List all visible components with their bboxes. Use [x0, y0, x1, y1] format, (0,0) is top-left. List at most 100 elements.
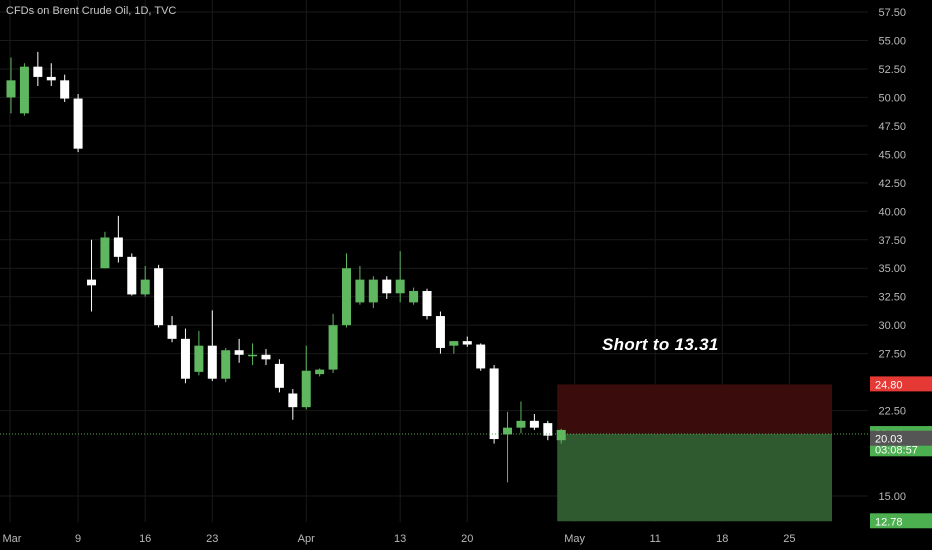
profit-target-zone[interactable]	[557, 434, 832, 522]
candle[interactable]	[207, 310, 217, 381]
time-axis[interactable]: Mar 9 16 23 Apr 13 20 May 11 18 25	[3, 533, 796, 545]
candle[interactable]	[462, 336, 472, 347]
candle[interactable]	[449, 341, 459, 354]
candle[interactable]	[543, 420, 553, 441]
x-tick-label: 25	[783, 533, 795, 545]
candle-body	[315, 369, 325, 375]
price-badge-text: 12.78	[875, 516, 903, 528]
candle[interactable]	[529, 414, 539, 430]
candle[interactable]	[127, 253, 137, 296]
candle[interactable]	[33, 51, 43, 87]
candle[interactable]	[435, 311, 445, 354]
stop-loss-zone[interactable]	[557, 384, 832, 435]
candle-body	[449, 341, 459, 346]
candle-body	[516, 420, 526, 428]
candle[interactable]	[355, 265, 365, 305]
candle[interactable]	[342, 253, 351, 328]
candle-body	[409, 291, 419, 303]
candle[interactable]	[503, 411, 513, 483]
y-tick-label: 32.50	[878, 292, 906, 304]
candle[interactable]	[180, 328, 190, 384]
candle[interactable]	[46, 63, 56, 87]
candle[interactable]	[288, 388, 298, 420]
x-tick-label: 18	[716, 533, 728, 545]
position-zones[interactable]	[557, 384, 832, 522]
chart-title: CFDs on Brent Crude Oil, 1D, TVC	[6, 5, 177, 17]
candle[interactable]	[516, 401, 526, 434]
price-badge-text: 24.80	[875, 379, 903, 391]
price-axis[interactable]: 57.50 55.00 52.50 50.00 47.50 45.00 42.50 40.00…	[878, 7, 906, 503]
x-tick-label: Apr	[298, 533, 315, 545]
candle[interactable]	[489, 365, 499, 444]
candle[interactable]	[556, 428, 566, 444]
x-tick-label: 11	[649, 533, 660, 545]
price-badge: 24.80	[870, 376, 932, 392]
y-tick-label: 30.00	[878, 320, 906, 332]
candle[interactable]	[395, 251, 405, 303]
candle[interactable]	[60, 74, 70, 102]
candle[interactable]	[19, 63, 29, 116]
x-tick-label: May	[564, 533, 585, 545]
candle-body	[6, 80, 16, 98]
y-tick-label: 47.50	[878, 121, 906, 133]
candle-body	[127, 256, 137, 295]
y-tick-label: 37.50	[878, 235, 906, 247]
x-tick-label: 9	[75, 533, 81, 545]
candle[interactable]	[221, 347, 231, 383]
y-tick-label: 22.50	[878, 406, 906, 418]
candle-body	[435, 316, 445, 348]
candle-body	[274, 363, 284, 388]
candle-body	[167, 325, 177, 339]
candle[interactable]	[422, 288, 432, 320]
candle-body	[503, 427, 513, 435]
candle[interactable]	[154, 264, 164, 328]
candle-body	[462, 341, 472, 345]
candle[interactable]	[476, 343, 486, 371]
candle-body	[207, 345, 217, 379]
candle[interactable]	[315, 368, 325, 377]
candle[interactable]	[6, 57, 16, 114]
candle[interactable]	[100, 231, 110, 269]
candle[interactable]	[409, 287, 419, 305]
candle[interactable]	[167, 316, 177, 343]
candle[interactable]	[87, 239, 97, 312]
candle[interactable]	[194, 330, 204, 376]
y-tick-label: 40.00	[878, 206, 906, 218]
candle-body	[113, 237, 123, 257]
candle-body	[395, 279, 405, 294]
candle[interactable]	[274, 359, 284, 393]
candle-body	[382, 279, 392, 294]
candle[interactable]	[328, 313, 338, 374]
candle-body	[422, 291, 432, 317]
x-tick-label: Mar	[3, 533, 22, 545]
price-badge-text: 03:08:57	[875, 444, 918, 456]
candle[interactable]	[234, 338, 244, 363]
candle-body	[476, 344, 486, 369]
candle[interactable]	[261, 349, 271, 366]
x-tick-label: 23	[206, 533, 218, 545]
candle[interactable]	[301, 345, 311, 410]
candle[interactable]	[368, 276, 378, 309]
candle[interactable]	[248, 343, 258, 366]
y-tick-label: 45.00	[878, 149, 906, 161]
price-badge-bg	[870, 430, 932, 446]
candle-body	[194, 345, 204, 372]
candle-body	[234, 350, 244, 355]
candle[interactable]	[382, 276, 392, 299]
y-tick-label: 55.00	[878, 35, 906, 47]
candle-body	[248, 354, 258, 357]
y-tick-label: 52.50	[878, 64, 906, 76]
candles[interactable]	[6, 51, 566, 483]
candle-body	[140, 279, 150, 295]
candle-body	[261, 354, 271, 360]
x-tick-label: 13	[394, 533, 406, 545]
candle[interactable]	[113, 215, 123, 263]
candle-body	[328, 325, 338, 370]
price-badge: 20.03	[870, 430, 932, 446]
candle[interactable]	[73, 93, 83, 153]
candle-body	[529, 420, 539, 428]
candle-body	[342, 268, 351, 326]
candle[interactable]	[140, 265, 150, 297]
candle-body	[87, 279, 97, 286]
